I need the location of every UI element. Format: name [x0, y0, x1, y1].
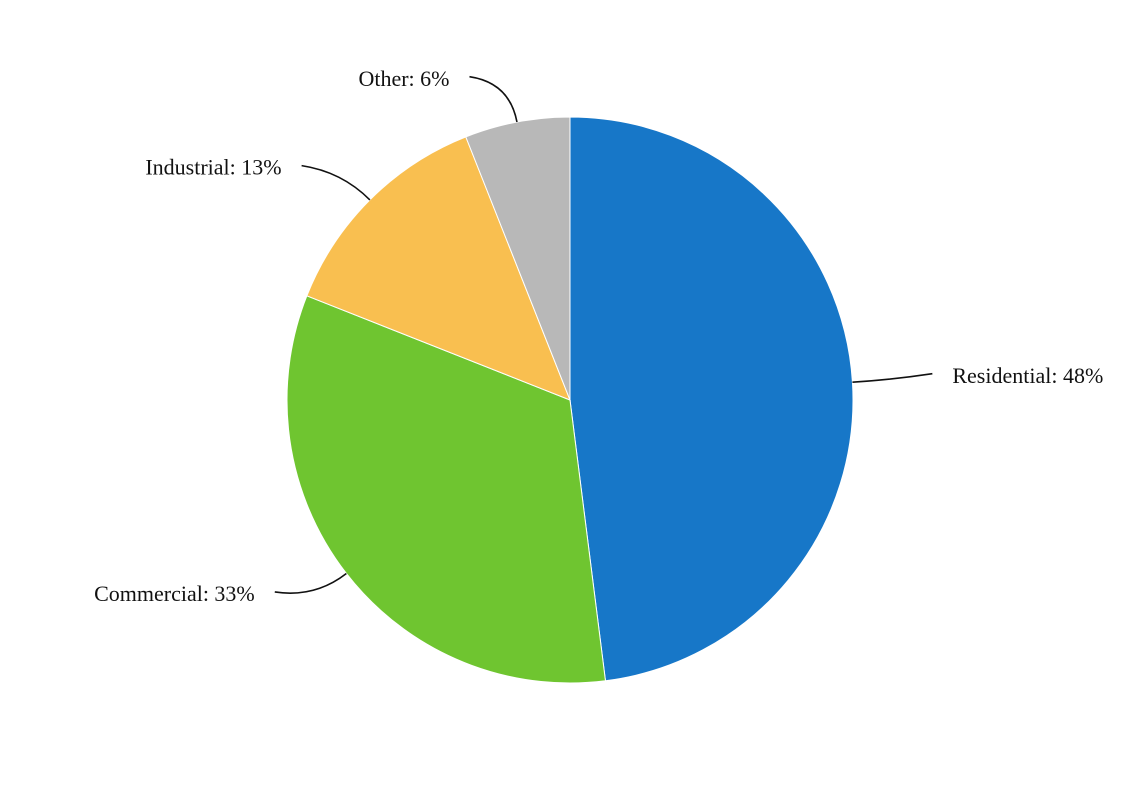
pie-slice [569, 116, 854, 682]
data-label: Residential: 48% [952, 363, 1103, 388]
data-label: Industrial: 13% [145, 155, 281, 180]
pie-slice [306, 136, 571, 401]
data-label: Other: 6% [358, 66, 449, 91]
leader-line [852, 372, 933, 384]
leader-line [301, 164, 371, 201]
leader-line [469, 75, 518, 123]
leader-line [274, 572, 347, 594]
pie-slice [286, 295, 607, 684]
data-label: Commercial: 33% [94, 581, 255, 606]
